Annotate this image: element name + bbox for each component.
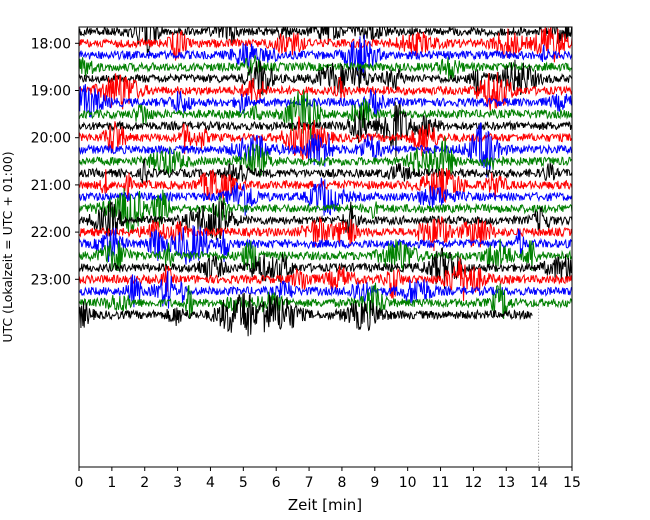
trace-line [79,187,572,234]
y-tick-label: 19:00 [31,84,71,100]
trace-line [79,177,572,216]
y-tick-label: 18:00 [31,36,71,52]
y-tick-label: 21:00 [31,178,71,194]
x-tick-label: 8 [337,475,346,491]
trace-line [79,270,572,309]
trace-line [79,200,572,240]
x-tick-label: 13 [497,475,515,491]
y-axis: 18:00 19:00 20:00 21:00 22:00 23:00 [31,36,79,288]
trace-line [79,167,572,204]
seismic-traces [79,27,572,467]
y-tick-label: 22:00 [31,225,71,241]
y-tick-label: 20:00 [31,131,71,147]
trace-line [79,282,572,320]
x-tick-label: 6 [272,475,281,491]
trace-line [79,238,572,273]
x-tick-label: 2 [140,475,149,491]
trace-line [79,116,572,161]
trace-line [79,247,572,289]
x-tick-label: 14 [530,475,548,491]
x-tick-label: 15 [563,475,581,491]
trace-line [79,216,572,252]
x-tick-label: 10 [399,475,417,491]
x-tick-label: 11 [432,475,450,491]
trace-line [79,55,572,80]
trace-line [79,136,572,179]
plot-frame [78,26,573,468]
x-axis: 0 1 2 3 4 5 6 7 8 9 10 11 12 13 14 15 [75,467,581,491]
trace-line [79,257,572,302]
x-tick-label: 9 [370,475,379,491]
trace-line [79,101,572,157]
trace-line [79,72,572,111]
y-tick-label: 23:00 [31,272,71,288]
trace-line [79,158,572,187]
trace-line [79,59,572,96]
trace-line [79,83,572,118]
trace-line [79,89,572,140]
y-axis-title: UTC (Lokalzeit = UTC + 01:00) [0,151,15,342]
trace-line [79,292,533,337]
x-tick-label: 7 [305,475,314,491]
x-tick-label: 5 [239,475,248,491]
x-tick-label: 4 [206,475,215,491]
trace-line [79,27,572,56]
x-tick-label: 12 [464,475,482,491]
trace-line [79,34,572,79]
x-tick-label: 1 [107,475,116,491]
x-tick-label: 0 [75,475,84,491]
x-axis-title: Zeit [min] [288,496,362,514]
trace-line [79,27,572,63]
x-tick-label: 3 [173,475,182,491]
